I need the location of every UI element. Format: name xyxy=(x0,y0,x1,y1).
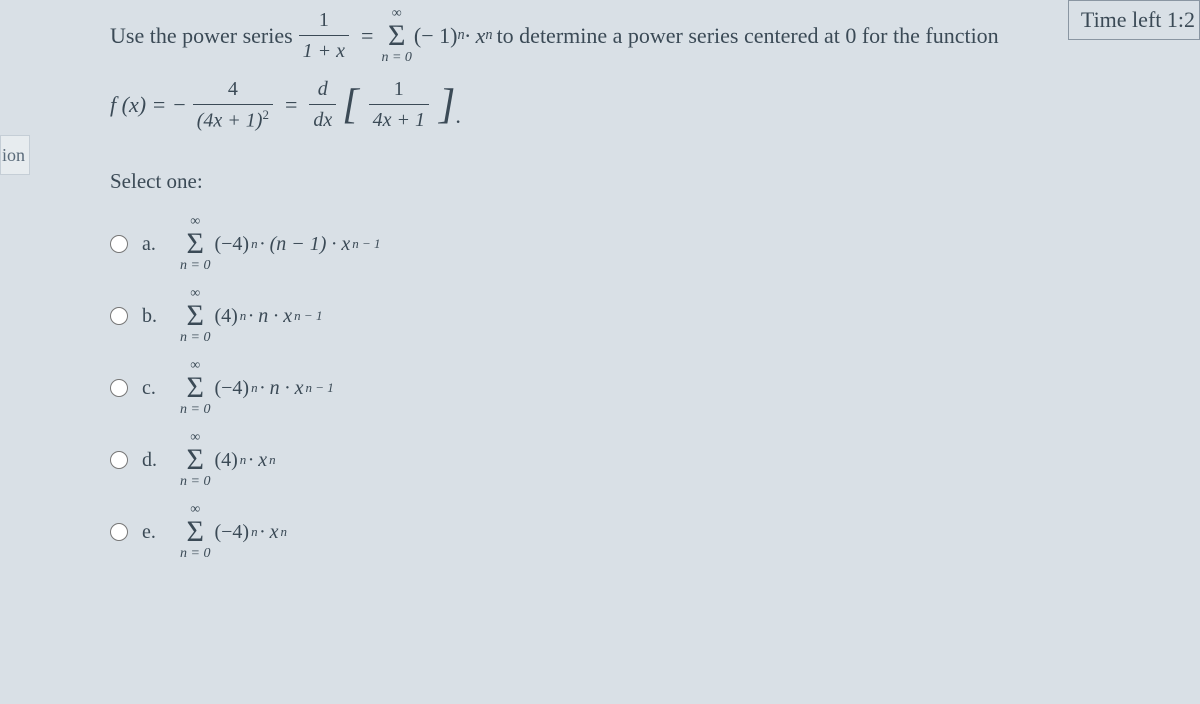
fraction-one-over-4x-plus-1: 1 4x + 1 xyxy=(369,74,429,135)
option-letter: c. xyxy=(142,373,164,403)
option-d-math: ∞ Σ n = 0 (4)n · xn xyxy=(178,431,276,489)
options-group: a. ∞ Σ n = 0 (−4)n · (n − 1) · xn − 1 b.… xyxy=(110,215,1200,561)
option-a-math: ∞ Σ n = 0 (−4)n · (n − 1) · xn − 1 xyxy=(178,215,381,273)
sigma-term: (− 1)n · xn xyxy=(414,19,493,52)
sigma-icon: ∞ Σ n = 0 xyxy=(180,359,210,417)
question-stem: Use the power series 1 1 + x = ∞ Σ n = 0… xyxy=(110,5,1200,66)
question-content: Use the power series 1 1 + x = ∞ Σ n = 0… xyxy=(110,5,1200,704)
sigma-icon: ∞ Σ n = 0 xyxy=(180,215,210,273)
fraction-four-over-square: 4 (4x + 1)2 xyxy=(193,74,273,136)
sigma-icon: ∞ Σ n = 0 xyxy=(180,503,210,561)
sigma-icon: ∞ Σ n = 0 xyxy=(381,7,411,65)
intro-text: Use the power series xyxy=(110,19,293,52)
radio-d[interactable] xyxy=(110,451,128,469)
nav-tab-label: ion xyxy=(2,145,25,166)
period: . xyxy=(455,99,461,132)
option-e[interactable]: e. ∞ Σ n = 0 (−4)n · xn xyxy=(110,503,1200,561)
select-one-label: Select one: xyxy=(110,166,1200,198)
radio-b[interactable] xyxy=(110,307,128,325)
option-e-math: ∞ Σ n = 0 (−4)n · xn xyxy=(178,503,287,561)
sigma-icon: ∞ Σ n = 0 xyxy=(180,287,210,345)
equals-1: = xyxy=(361,19,373,52)
sigma-icon: ∞ Σ n = 0 xyxy=(180,431,210,489)
equals-2: = xyxy=(285,88,297,121)
option-c-math: ∞ Σ n = 0 (−4)n · n · xn − 1 xyxy=(178,359,334,417)
radio-a[interactable] xyxy=(110,235,128,253)
fraction-d-dx: d dx xyxy=(309,74,336,135)
option-b[interactable]: b. ∞ Σ n = 0 (4)n · n · xn − 1 xyxy=(110,287,1200,345)
option-letter: e. xyxy=(142,517,164,547)
after-text: to determine a power series centered at … xyxy=(497,19,999,52)
radio-c[interactable] xyxy=(110,379,128,397)
fraction-one-over-one-plus-x: 1 1 + x xyxy=(299,5,349,66)
bracket-group: [ 1 4x + 1 ] xyxy=(342,74,455,135)
option-d[interactable]: d. ∞ Σ n = 0 (4)n · xn xyxy=(110,431,1200,489)
option-a[interactable]: a. ∞ Σ n = 0 (−4)n · (n − 1) · xn − 1 xyxy=(110,215,1200,273)
nav-tab[interactable]: ion xyxy=(0,135,30,175)
f-lhs: f (x) = − xyxy=(110,88,187,121)
option-letter: d. xyxy=(142,445,164,475)
radio-e[interactable] xyxy=(110,523,128,541)
option-letter: a. xyxy=(142,229,164,259)
option-b-math: ∞ Σ n = 0 (4)n · n · xn − 1 xyxy=(178,287,322,345)
option-letter: b. xyxy=(142,301,164,331)
option-c[interactable]: c. ∞ Σ n = 0 (−4)n · n · xn − 1 xyxy=(110,359,1200,417)
function-definition: f (x) = − 4 (4x + 1)2 = d dx [ 1 4x + 1 … xyxy=(110,74,1200,136)
